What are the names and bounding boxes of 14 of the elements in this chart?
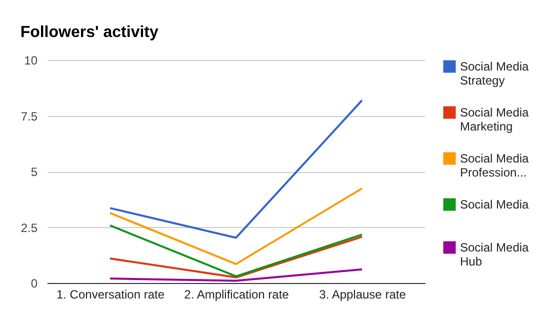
x-tick-label: 1. Conversation rate (56, 288, 165, 302)
legend-label: Social Media (460, 198, 530, 212)
y-tick-label: 2.5 (20, 220, 38, 235)
legend-label: Social Media Marketing (460, 106, 530, 134)
y-tick-label: 5 (30, 165, 38, 179)
x-tick-label: 3. Applause rate (319, 288, 406, 302)
chart-title: Followers' activity (20, 24, 158, 41)
legend-label: Social Media Profession... (460, 152, 530, 180)
y-tick-label: 0 (30, 276, 38, 290)
legend-label: Social Media Hub (460, 240, 530, 268)
y-tick-label: 10 (24, 54, 38, 68)
legend-label: Social Media Strategy (460, 60, 530, 88)
y-tick-label: 7.5 (20, 109, 38, 124)
x-tick-label: 2. Amplification rate (184, 288, 290, 302)
